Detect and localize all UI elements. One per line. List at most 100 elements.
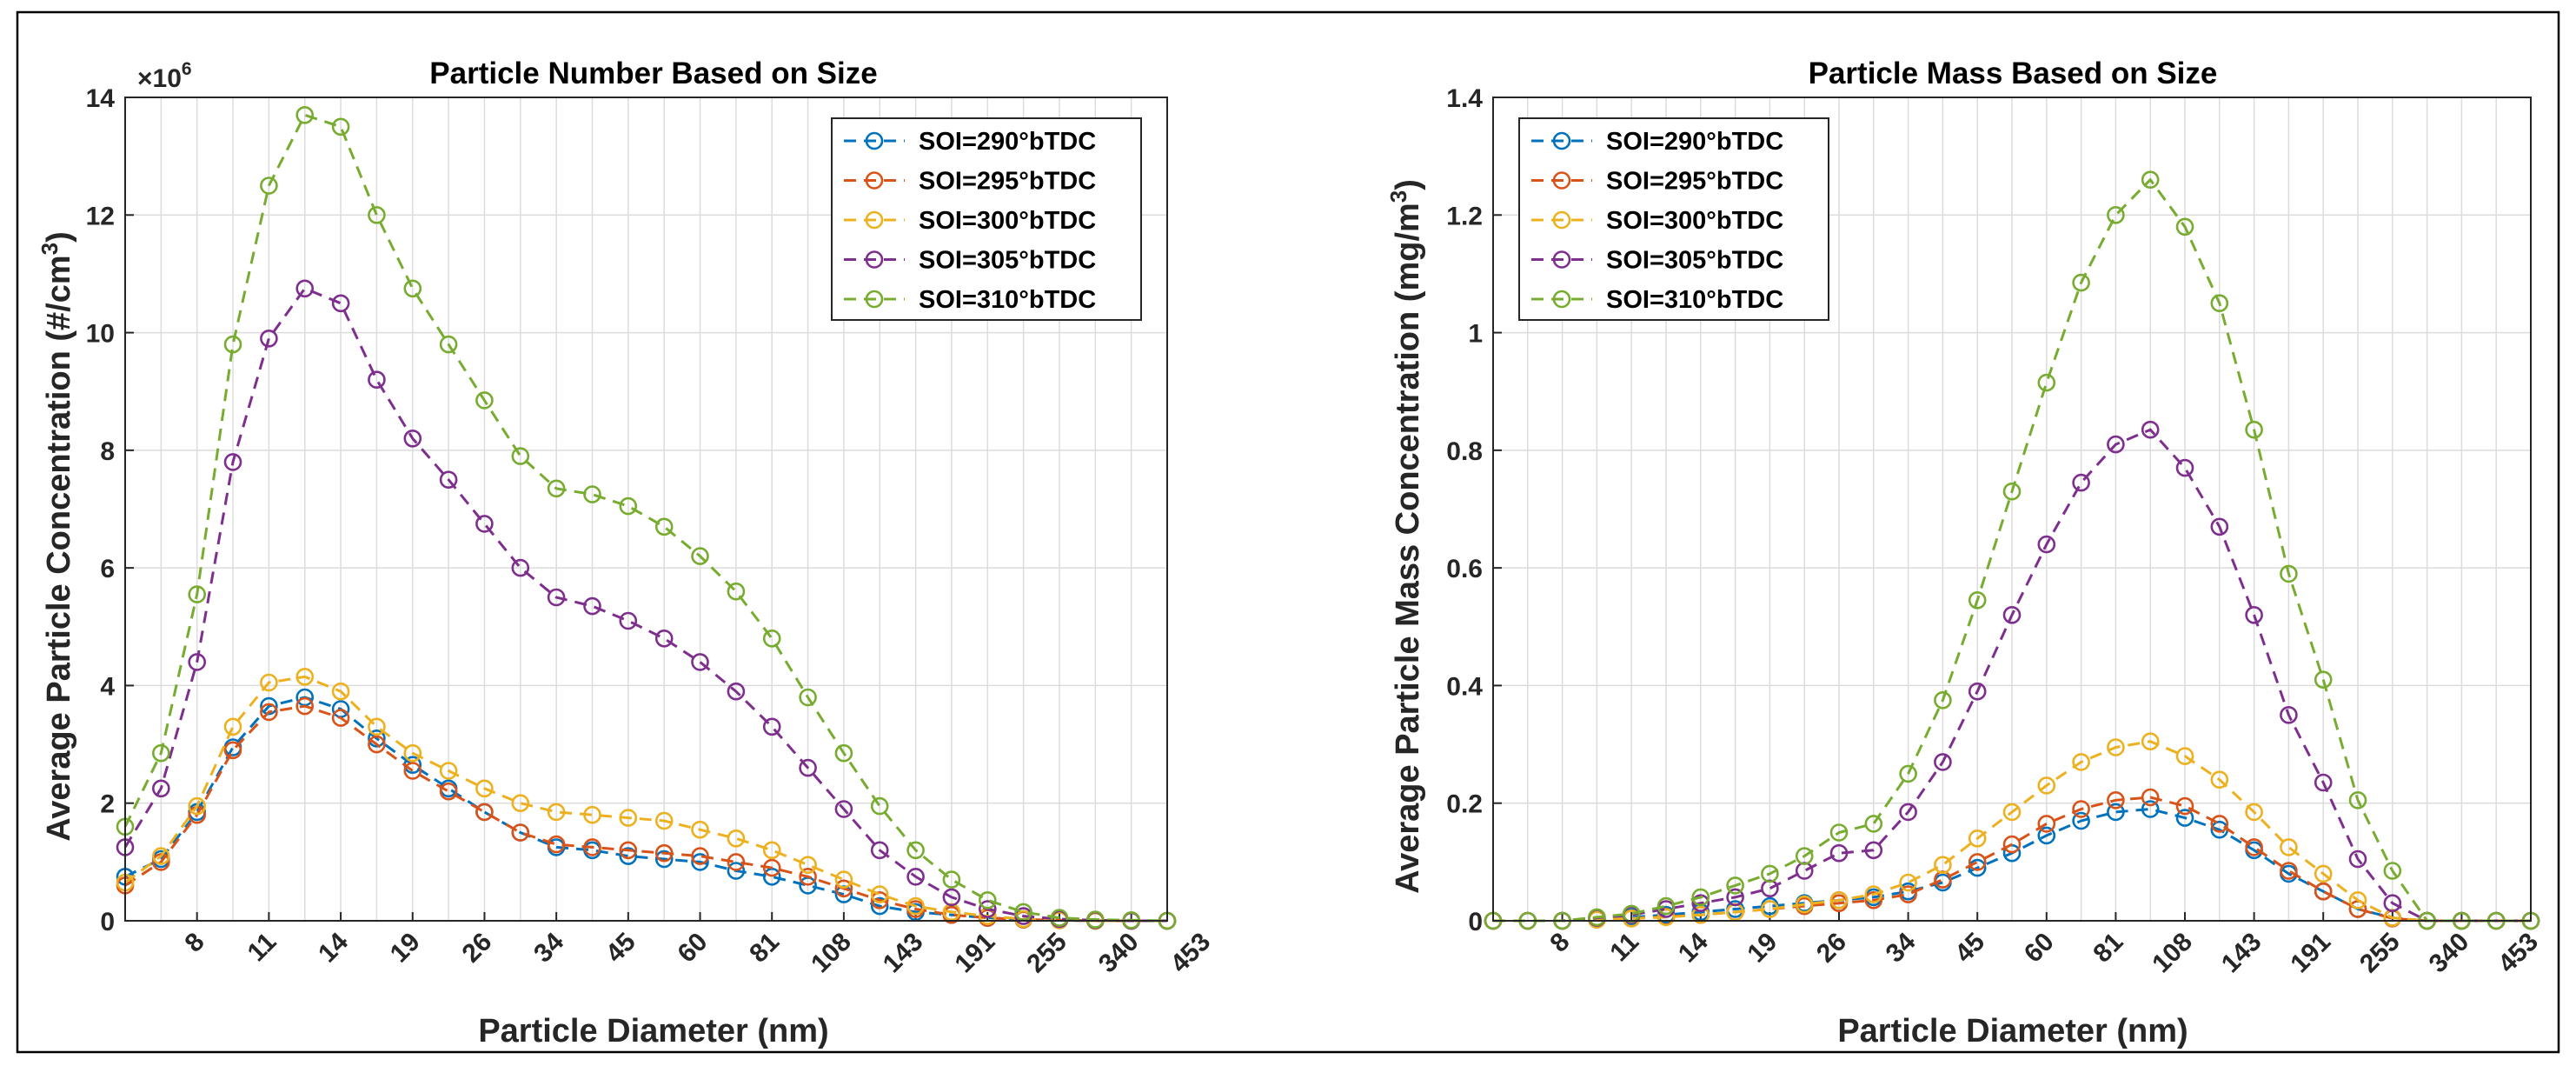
axes-frame (1492, 97, 2532, 922)
data-point (403, 279, 422, 298)
legend-item: SOI=300°bTDC (1531, 207, 1783, 235)
data-point (654, 849, 674, 869)
data-point (2037, 815, 2056, 833)
data-point (368, 370, 386, 390)
x-axis-label: Particle Diameter (nm) (478, 1013, 828, 1049)
series-line (124, 675, 1167, 923)
data-point (1014, 903, 1032, 922)
data-point (2314, 882, 2333, 901)
data-point (1588, 908, 1606, 927)
series-line (1493, 428, 2531, 923)
data-point (906, 896, 925, 916)
x-tick-label: 8 (180, 928, 210, 958)
data-point (799, 856, 817, 875)
data-point (439, 470, 458, 490)
y-tick-label: 0 (100, 908, 115, 936)
legend-marker (865, 250, 884, 269)
data-point (834, 743, 853, 763)
legend-item: SOI=290°bTDC (1531, 128, 1783, 156)
legend-item: SOI=305°bTDC (1531, 247, 1783, 275)
data-point (295, 667, 315, 686)
figure-frame (16, 10, 2560, 1054)
data-point (2175, 747, 2194, 765)
data-point (331, 117, 350, 137)
x-tick-label: 34 (1881, 927, 1922, 968)
data-point (2141, 788, 2160, 807)
data-point (2037, 776, 2056, 795)
legend-marker (1552, 250, 1571, 269)
data-point (870, 891, 889, 909)
data-point (1968, 829, 1987, 848)
data-point (260, 177, 278, 195)
data-point (2107, 790, 2125, 809)
data-point (691, 547, 709, 565)
data-point (799, 867, 817, 886)
y-tick-label: 1.4 (1446, 84, 1483, 113)
data-point (619, 847, 638, 865)
data-point (152, 779, 170, 798)
legend-marker (865, 210, 884, 230)
data-point (942, 870, 961, 889)
x-tick-label: 19 (1742, 928, 1783, 969)
data-point (2141, 170, 2160, 189)
data-series (1484, 170, 2540, 930)
y-axis-label: Average Particle Concentration (#/cm3) (37, 231, 77, 842)
legend-item: SOI=305°bTDC (844, 247, 1096, 275)
data-point (223, 453, 242, 471)
legend-label: SOI=305°bTDC (1606, 247, 1783, 275)
data-point (331, 294, 350, 313)
legend-marker (1552, 171, 1571, 190)
legend-label: SOI=300°bTDC (1606, 207, 1783, 235)
data-point (2141, 732, 2160, 751)
data-point (439, 335, 458, 354)
data-point (223, 717, 242, 736)
x-tick-label: 340 (1093, 928, 1145, 979)
data-point (654, 629, 674, 648)
data-point (2072, 811, 2090, 830)
x-tick-label: 81 (2088, 928, 2128, 969)
data-point (2072, 473, 2090, 492)
x-axis-label: Particle Diameter (nm) (1837, 1013, 2188, 1049)
x-tick-label: 26 (1811, 928, 1852, 969)
data-point (2245, 803, 2263, 822)
data-point (619, 496, 638, 516)
data-point (1726, 888, 1744, 907)
legend: SOI=290°bTDC SOI=295°bTDC SOI=300°bTDC SOI=… (1518, 117, 1829, 321)
legend-label: SOI=295°bTDC (919, 168, 1096, 196)
data-point (331, 682, 350, 701)
data-point (223, 741, 242, 760)
data-point (1656, 908, 1676, 927)
data-point (619, 841, 638, 860)
data-point (295, 696, 315, 716)
data-point (2348, 790, 2367, 809)
data-point (979, 900, 997, 918)
data-point (834, 870, 853, 889)
data-point (188, 796, 206, 816)
data-point (1899, 803, 1917, 822)
data-point (691, 853, 709, 871)
legend-label: SOI=290°bTDC (1606, 128, 1783, 156)
legend-marker (865, 171, 884, 190)
x-tick-label: 340 (2424, 928, 2475, 979)
data-point (511, 558, 530, 577)
data-point (260, 329, 278, 348)
series-line (1493, 796, 2531, 923)
data-point (260, 703, 278, 722)
series-1 (116, 688, 1177, 930)
y-tick-label: 0 (1468, 908, 1483, 936)
data-point (1864, 891, 1883, 909)
y-tick-label: 10 (86, 320, 115, 349)
legend-marker (865, 290, 884, 309)
data-point (2210, 294, 2229, 313)
data-point (1761, 864, 1779, 883)
legend-item: SOI=300°bTDC (844, 207, 1096, 235)
data-point (2107, 435, 2125, 454)
data-point (2107, 206, 2125, 224)
data-point (403, 743, 422, 763)
series-5 (116, 106, 1177, 930)
data-point (475, 803, 494, 822)
data-point (2280, 564, 2298, 583)
y-tick-label: 2 (100, 790, 115, 819)
data-point (1691, 905, 1710, 924)
x-tick-label: 191 (949, 928, 1000, 979)
